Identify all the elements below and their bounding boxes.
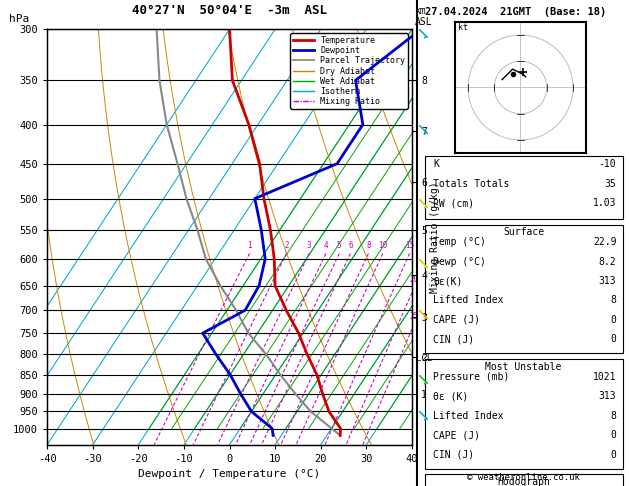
Text: 8: 8 xyxy=(611,295,616,306)
Text: PW (cm): PW (cm) xyxy=(433,198,474,208)
Text: Lifted Index: Lifted Index xyxy=(433,295,504,306)
Text: 20: 20 xyxy=(409,276,419,284)
Text: 0: 0 xyxy=(611,430,616,440)
Text: km
ASL: km ASL xyxy=(415,6,433,27)
Text: -10: -10 xyxy=(599,159,616,170)
Text: CIN (J): CIN (J) xyxy=(433,450,474,460)
Text: 0: 0 xyxy=(611,315,616,325)
FancyBboxPatch shape xyxy=(425,359,623,469)
Text: K: K xyxy=(433,159,439,170)
Text: 10: 10 xyxy=(378,241,387,250)
Text: Pressure (mb): Pressure (mb) xyxy=(433,372,509,382)
Legend: Temperature, Dewpoint, Parcel Trajectory, Dry Adiabat, Wet Adiabat, Isotherm, Mi: Temperature, Dewpoint, Parcel Trajectory… xyxy=(291,34,408,109)
Text: kt: kt xyxy=(457,23,467,32)
Text: 22.9: 22.9 xyxy=(593,237,616,247)
FancyBboxPatch shape xyxy=(425,156,623,219)
Text: 8: 8 xyxy=(366,241,370,250)
FancyBboxPatch shape xyxy=(425,474,623,486)
Text: LCL: LCL xyxy=(416,354,432,363)
Text: 8.2: 8.2 xyxy=(599,257,616,267)
Text: CAPE (J): CAPE (J) xyxy=(433,430,480,440)
Text: Lifted Index: Lifted Index xyxy=(433,411,504,421)
Y-axis label: Mixing Ratio (g/kg): Mixing Ratio (g/kg) xyxy=(430,181,440,293)
Text: 313: 313 xyxy=(599,391,616,401)
Text: 40°27'N  50°04'E  -3m  ASL: 40°27'N 50°04'E -3m ASL xyxy=(132,4,327,17)
Text: 6: 6 xyxy=(348,241,353,250)
Text: 1.03: 1.03 xyxy=(593,198,616,208)
Text: 1021: 1021 xyxy=(593,372,616,382)
Text: 3: 3 xyxy=(307,241,311,250)
Text: CIN (J): CIN (J) xyxy=(433,334,474,345)
Text: 313: 313 xyxy=(599,276,616,286)
Text: θε (K): θε (K) xyxy=(433,391,468,401)
Text: Most Unstable: Most Unstable xyxy=(486,362,562,372)
Text: hPa: hPa xyxy=(9,14,30,24)
Text: © weatheronline.co.uk: © weatheronline.co.uk xyxy=(467,473,580,482)
Text: Totals Totals: Totals Totals xyxy=(433,179,509,189)
Text: 35: 35 xyxy=(604,179,616,189)
Text: 2: 2 xyxy=(284,241,289,250)
Text: Temp (°C): Temp (°C) xyxy=(433,237,486,247)
X-axis label: Dewpoint / Temperature (°C): Dewpoint / Temperature (°C) xyxy=(138,469,321,479)
Text: 5: 5 xyxy=(337,241,342,250)
Text: Dewp (°C): Dewp (°C) xyxy=(433,257,486,267)
Text: 0: 0 xyxy=(611,334,616,345)
Text: 25: 25 xyxy=(409,312,419,321)
Text: 1: 1 xyxy=(247,241,252,250)
Text: 15: 15 xyxy=(405,241,415,250)
FancyBboxPatch shape xyxy=(425,225,623,353)
Text: 8: 8 xyxy=(611,411,616,421)
Text: Surface: Surface xyxy=(503,227,544,238)
Text: CAPE (J): CAPE (J) xyxy=(433,315,480,325)
Text: Hodograph: Hodograph xyxy=(497,477,550,486)
Text: θε(K): θε(K) xyxy=(433,276,462,286)
Text: 0: 0 xyxy=(611,450,616,460)
Text: 27.04.2024  21GMT  (Base: 18): 27.04.2024 21GMT (Base: 18) xyxy=(425,7,606,17)
Text: 4: 4 xyxy=(323,241,328,250)
